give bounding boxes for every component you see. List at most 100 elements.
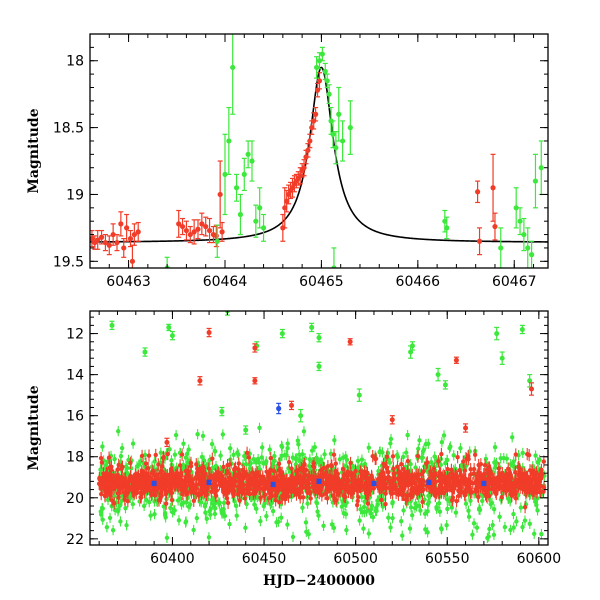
- data-point-r-marker: [476, 494, 481, 499]
- data-point-g-marker: [390, 501, 395, 506]
- data-point-g-marker: [394, 452, 400, 458]
- data-point-g-marker: [279, 453, 285, 459]
- data-point-r: [475, 180, 481, 204]
- data-point-g-marker: [304, 529, 309, 535]
- data-point-g-marker: [107, 515, 113, 521]
- data-point-r-marker: [289, 185, 296, 191]
- data-point-g: [245, 140, 251, 169]
- data-point-g: [243, 522, 248, 533]
- data-point-g-marker: [377, 449, 382, 455]
- data-point-r-marker: [191, 229, 197, 235]
- data-point-r-marker: [217, 191, 223, 198]
- data-point-g: [285, 519, 290, 530]
- data-point-g: [502, 521, 508, 533]
- data-point-r: [121, 237, 127, 258]
- data-point-g: [107, 512, 113, 524]
- data-point-g: [257, 422, 262, 433]
- data-point-g-marker: [212, 504, 217, 509]
- data-point-g-marker: [511, 511, 516, 517]
- data-point-r: [217, 160, 223, 229]
- data-point-g: [226, 106, 232, 175]
- data-point-g-marker: [130, 501, 136, 507]
- data-point-g: [176, 515, 182, 526]
- data-point-g-marker: [408, 462, 413, 467]
- data-point-g-marker: [388, 441, 393, 446]
- data-point-g-marker: [442, 218, 448, 224]
- data-point-g-marker: [112, 494, 117, 499]
- data-point-g: [254, 503, 259, 514]
- data-point-r: [195, 219, 201, 240]
- data-point-g-marker: [432, 454, 437, 459]
- data-point-g: [388, 522, 393, 533]
- data-point-g-marker: [458, 445, 463, 451]
- data-point-g: [339, 501, 345, 512]
- bottom-panel-lightcurve: 60400 60450 60500 60550 60600121416182022Mag…: [26, 310, 561, 589]
- data-point-g-marker: [204, 516, 210, 522]
- data-point-g-marker: [491, 532, 497, 538]
- data-point-g: [434, 502, 439, 513]
- data-point-r-marker: [98, 234, 105, 240]
- data-point-g-marker: [212, 448, 218, 453]
- data-point-r-marker: [301, 165, 307, 171]
- data-point-g-marker: [400, 533, 405, 538]
- data-point-g-marker: [316, 513, 321, 518]
- data-point-r-marker: [462, 468, 468, 473]
- x-tick-label: 60465: [299, 274, 344, 290]
- data-point-g: [448, 441, 453, 452]
- data-point-g-marker: [202, 502, 208, 507]
- data-point-r-marker: [102, 239, 109, 246]
- data-point-g: [370, 512, 376, 523]
- data-point-g: [321, 520, 326, 531]
- data-point-g-marker: [293, 456, 298, 462]
- data-point-g-marker: [285, 441, 290, 446]
- data-point-g: [491, 529, 497, 541]
- data-point-g-marker: [112, 456, 117, 462]
- data-point-g: [319, 46, 325, 62]
- data-point-g-marker: [285, 522, 290, 527]
- data-point-g-marker: [300, 505, 305, 510]
- data-point-g-marker: [407, 526, 413, 531]
- data-point-r: [135, 221, 141, 242]
- plot-area: [90, 34, 548, 268]
- data-point-g-marker: [214, 238, 220, 244]
- data-point-g: [359, 454, 365, 465]
- data-point-g: [264, 510, 269, 522]
- data-point-g-marker: [312, 444, 317, 450]
- data-point-g-marker: [279, 444, 285, 450]
- data-point-g-marker: [333, 145, 339, 151]
- data-point-g-marker: [466, 514, 472, 520]
- data-point-g-marker: [535, 508, 540, 513]
- data-point-g: [521, 217, 527, 252]
- y-tick-label: 19: [66, 187, 84, 203]
- y-tick-label: 18.5: [53, 121, 84, 137]
- data-point-g-marker: [358, 507, 363, 512]
- data-point-g-marker: [401, 508, 406, 513]
- data-point-r-marker: [124, 225, 130, 231]
- data-point-r-marker: [135, 229, 141, 235]
- data-point-g-marker: [491, 507, 497, 512]
- data-point-r: [95, 229, 101, 250]
- data-point-g-marker: [340, 138, 346, 144]
- data-point-g: [233, 173, 240, 202]
- data-point-g-marker: [423, 527, 428, 532]
- data-point-g-marker: [233, 185, 240, 191]
- data-point-g: [304, 526, 309, 537]
- data-point-g-marker: [340, 455, 346, 460]
- data-point-g: [231, 449, 236, 460]
- data-point-g-marker: [183, 520, 188, 525]
- data-point-g-marker: [183, 455, 189, 460]
- data-point-r-marker: [219, 229, 225, 235]
- data-point-g: [152, 509, 157, 520]
- data-point-g: [167, 444, 172, 455]
- data-point-g-marker: [112, 507, 118, 513]
- data-point-g-marker: [386, 515, 391, 520]
- data-point-g-marker: [118, 453, 124, 459]
- data-point-g: [377, 447, 382, 458]
- data-point-g-marker: [509, 435, 515, 440]
- data-point-g-marker: [244, 501, 249, 507]
- data-point-g: [336, 86, 342, 142]
- data-point-r-marker: [282, 205, 288, 211]
- data-point-g-marker: [494, 460, 499, 466]
- data-point-r-marker: [106, 242, 112, 248]
- data-point-g-marker: [152, 511, 157, 517]
